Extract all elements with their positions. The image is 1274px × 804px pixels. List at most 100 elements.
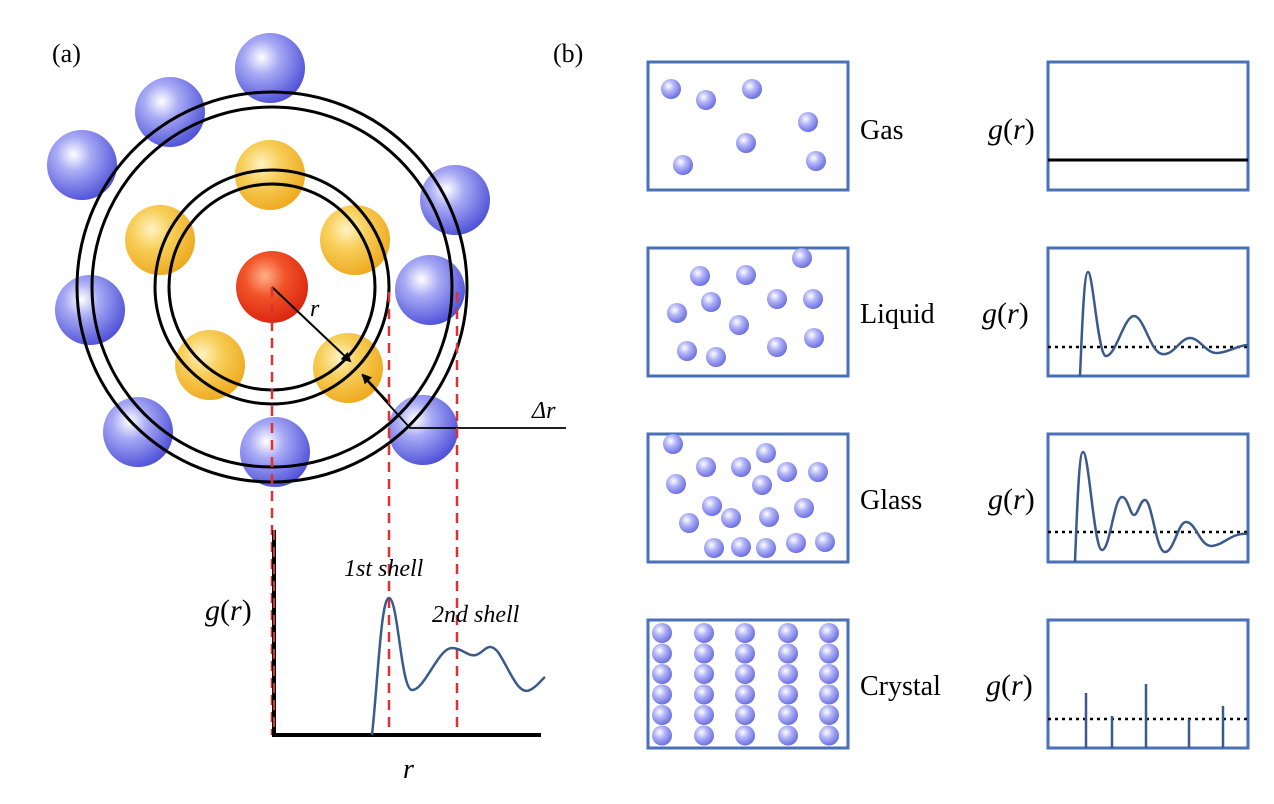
particle	[652, 684, 672, 705]
particle	[702, 496, 722, 516]
particle	[696, 457, 716, 477]
g-func: g	[988, 483, 1003, 516]
particle	[735, 684, 755, 705]
gas-graph-box	[1046, 60, 1250, 192]
inner-ring-2	[153, 168, 391, 406]
particle	[803, 289, 823, 309]
particle	[735, 643, 755, 664]
blue-atom	[55, 275, 125, 345]
particle	[736, 265, 756, 285]
particle	[735, 705, 755, 725]
g-var: r	[1013, 483, 1025, 516]
yellow-atom	[320, 205, 390, 275]
particle	[819, 705, 839, 725]
second-shell-label: 2nd shell	[432, 602, 520, 628]
blue-atom	[240, 417, 310, 487]
g-var: r	[1011, 669, 1023, 702]
first-shell-atoms	[125, 140, 390, 403]
row-gas: Gas g(r)	[646, 60, 1250, 192]
particle	[798, 112, 818, 132]
particle	[694, 643, 714, 664]
state-label-crystal: Crystal	[860, 671, 941, 702]
particle	[735, 623, 755, 643]
particle	[786, 533, 806, 553]
first-shell-label: 1st shell	[344, 556, 424, 582]
glass-box	[646, 432, 850, 564]
blue-atom	[103, 397, 173, 467]
g-axis-label: g(r)	[205, 594, 252, 627]
g-var: r	[230, 594, 242, 627]
particle	[694, 623, 714, 643]
g-paren-close: )	[1019, 297, 1029, 330]
blue-atom	[135, 77, 205, 147]
particle	[778, 705, 798, 725]
panel-b-label: (b)	[553, 39, 583, 68]
blue-atom	[395, 255, 465, 325]
particle	[661, 79, 681, 99]
r-arrow	[271, 286, 352, 363]
particle	[767, 337, 787, 357]
g-paren-open: (	[1003, 113, 1013, 146]
g-func: g	[988, 113, 1003, 146]
particle	[756, 443, 776, 463]
particle	[806, 151, 826, 171]
particle	[694, 664, 714, 684]
liquid-box	[646, 246, 850, 378]
g-paren-close: )	[1023, 669, 1033, 702]
particle	[735, 664, 755, 684]
particle	[652, 725, 672, 746]
g-func: g	[205, 594, 220, 627]
particle	[819, 664, 839, 684]
g-paren-open: (	[997, 297, 1007, 330]
particle	[804, 328, 824, 348]
g-paren-close: )	[242, 594, 252, 627]
delta-r-pointer	[361, 374, 566, 429]
rdf-curve	[370, 596, 546, 736]
particle	[819, 725, 839, 746]
particle	[690, 266, 710, 286]
yellow-atom	[125, 205, 195, 275]
particle	[819, 623, 839, 643]
panel-a-label: (a)	[52, 39, 81, 68]
particle	[767, 289, 787, 309]
particle	[652, 705, 672, 725]
particle	[792, 248, 812, 268]
g-paren-close: )	[1025, 113, 1035, 146]
r-label: r	[310, 296, 320, 322]
crystal-box	[646, 618, 850, 750]
delta-r-label: Δr	[531, 398, 556, 424]
yellow-atom	[175, 330, 245, 400]
particle	[652, 623, 672, 643]
particle	[666, 474, 686, 494]
blue-atom	[388, 395, 458, 465]
particle	[667, 303, 687, 323]
gas-particles	[661, 79, 826, 175]
g-label-liquid: g(r)	[982, 297, 1029, 330]
particle	[694, 705, 714, 725]
particle	[777, 462, 797, 482]
particle	[704, 538, 724, 558]
g-label-gas: g(r)	[988, 113, 1035, 146]
glass-particles	[663, 434, 835, 558]
particle	[736, 133, 756, 153]
guide-lines	[270, 287, 459, 735]
particle	[721, 508, 741, 528]
particle	[778, 684, 798, 705]
particle	[759, 507, 779, 527]
liquid-curve	[1078, 270, 1249, 377]
particle	[808, 462, 828, 482]
state-label-glass: Glass	[860, 485, 922, 516]
row-glass: Glass g(r)	[646, 432, 1250, 564]
state-label-gas: Gas	[860, 115, 904, 146]
particle	[696, 90, 716, 110]
particle	[706, 347, 726, 367]
row-liquid: Liquid g(r)	[646, 246, 1250, 378]
glass-curve	[1073, 450, 1249, 563]
g-paren-open: (	[1003, 483, 1013, 516]
crystal-graph-box	[1046, 618, 1250, 750]
particle	[778, 643, 798, 664]
particle	[694, 684, 714, 705]
particle	[819, 643, 839, 664]
particle	[742, 79, 762, 99]
